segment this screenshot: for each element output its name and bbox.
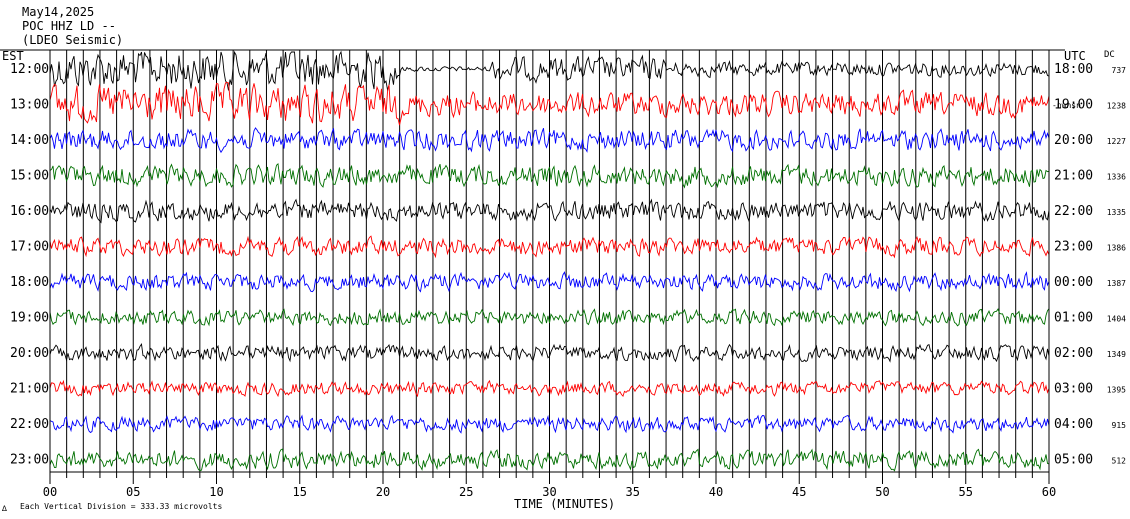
dc-offset-value: 1395 (1107, 386, 1126, 395)
header-network: (LDEO Seismic) (22, 33, 123, 47)
dc-label: DC (1104, 50, 1115, 60)
utc-hour-label: 19:00 (1054, 98, 1093, 113)
x-tick-label: 40 (709, 485, 723, 499)
est-hour-label: 18:00 (10, 275, 49, 290)
utc-hour-label: 03:00 (1054, 382, 1093, 397)
est-hour-label: 21:00 (10, 382, 49, 397)
dc-offset-value: 1335 (1107, 208, 1126, 217)
x-tick-label: 20 (376, 485, 390, 499)
trace-row-6 (49, 235, 1050, 259)
corner-mark: ∆ (1, 504, 7, 513)
x-tick-label: 50 (875, 485, 889, 499)
x-tick-label: 25 (459, 485, 473, 499)
est-hour-label: 16:00 (10, 204, 49, 219)
trace-row-8 (49, 308, 1050, 327)
trace-row-5 (49, 198, 1050, 224)
trace-row-2 (49, 82, 1050, 126)
est-hour-label: 23:00 (10, 453, 49, 468)
est-hour-label: 22:00 (10, 417, 49, 432)
dc-offset-value: 1387 (1107, 279, 1126, 288)
trace-row-10 (49, 379, 1050, 398)
plot-frame (0, 49, 1065, 484)
x-tick-label: 05 (126, 485, 140, 499)
x-axis-title: TIME (MINUTES) (514, 497, 615, 511)
dc-offset-value: 1404 (1107, 315, 1126, 324)
utc-hour-label: 23:00 (1054, 240, 1093, 255)
trace-row-3 (49, 127, 1050, 154)
dc-offset-value: 1349 (1107, 350, 1126, 359)
x-tick-label: 35 (626, 485, 640, 499)
est-label: EST (2, 49, 24, 63)
est-hour-label: 13:00 (10, 98, 49, 113)
trace-row-1 (49, 50, 1050, 92)
header-date: May14,2025 (22, 5, 94, 19)
x-tick-labels: 00 05 10 15 20 25 30 35 40 45 50 55 60 (43, 485, 1056, 499)
utc-hour-label: 05:00 (1054, 453, 1093, 468)
x-tick-label: 10 (209, 485, 223, 499)
est-hour-label: 15:00 (10, 169, 49, 184)
trace-row-12 (49, 448, 1050, 472)
scale-note: Each Vertical Division = 333.33 microvol… (20, 502, 222, 511)
est-hour-label: 14:00 (10, 133, 49, 148)
utc-hour-label: 04:00 (1054, 417, 1093, 432)
utc-label: UTC (1064, 49, 1086, 63)
x-tick-label: 45 (792, 485, 806, 499)
x-tick-label: 60 (1042, 485, 1056, 499)
dc-offset-value: 1386 (1107, 244, 1126, 253)
vertical-gridlines (66, 50, 1033, 472)
x-tick-label: 55 (959, 485, 973, 499)
utc-hour-label: 01:00 (1054, 311, 1093, 326)
dc-offset-value: 915 (1112, 421, 1127, 430)
trace-row-9 (49, 343, 1050, 363)
x-tick-label: 15 (293, 485, 307, 499)
seismic-traces (49, 50, 1050, 472)
trace-row-7 (49, 271, 1050, 293)
est-hour-label: 20:00 (10, 346, 49, 361)
est-hour-label: 19:00 (10, 311, 49, 326)
utc-hour-label: 18:00 (1054, 62, 1093, 77)
est-hour-label: 12:00 (10, 62, 49, 77)
est-hour-label: 17:00 (10, 240, 49, 255)
utc-hour-label: 02:00 (1054, 346, 1093, 361)
trace-row-11 (49, 414, 1050, 434)
dc-offset-value: 512 (1112, 457, 1127, 466)
dc-offset-value: 737 (1112, 66, 1127, 75)
dc-offset-value: 1238 (1107, 102, 1126, 111)
header-station: POC HHZ LD -- (22, 19, 116, 33)
utc-hour-label: 00:00 (1054, 275, 1093, 290)
trace-row-4 (49, 163, 1050, 189)
dc-offset-value: 1227 (1107, 137, 1126, 146)
annotation-note: -nwnsn (1052, 101, 1081, 110)
x-tick-label: 30 (542, 485, 556, 499)
row-labels: 12:00 18:00 737 13:00 19:00 1238 14:00 20:00 122… (10, 62, 1126, 468)
utc-hour-label: 20:00 (1054, 133, 1093, 148)
utc-hour-label: 22:00 (1054, 204, 1093, 219)
x-tick-label: 00 (43, 485, 57, 499)
dc-offset-value: 1336 (1107, 173, 1126, 182)
utc-hour-label: 21:00 (1054, 169, 1093, 184)
